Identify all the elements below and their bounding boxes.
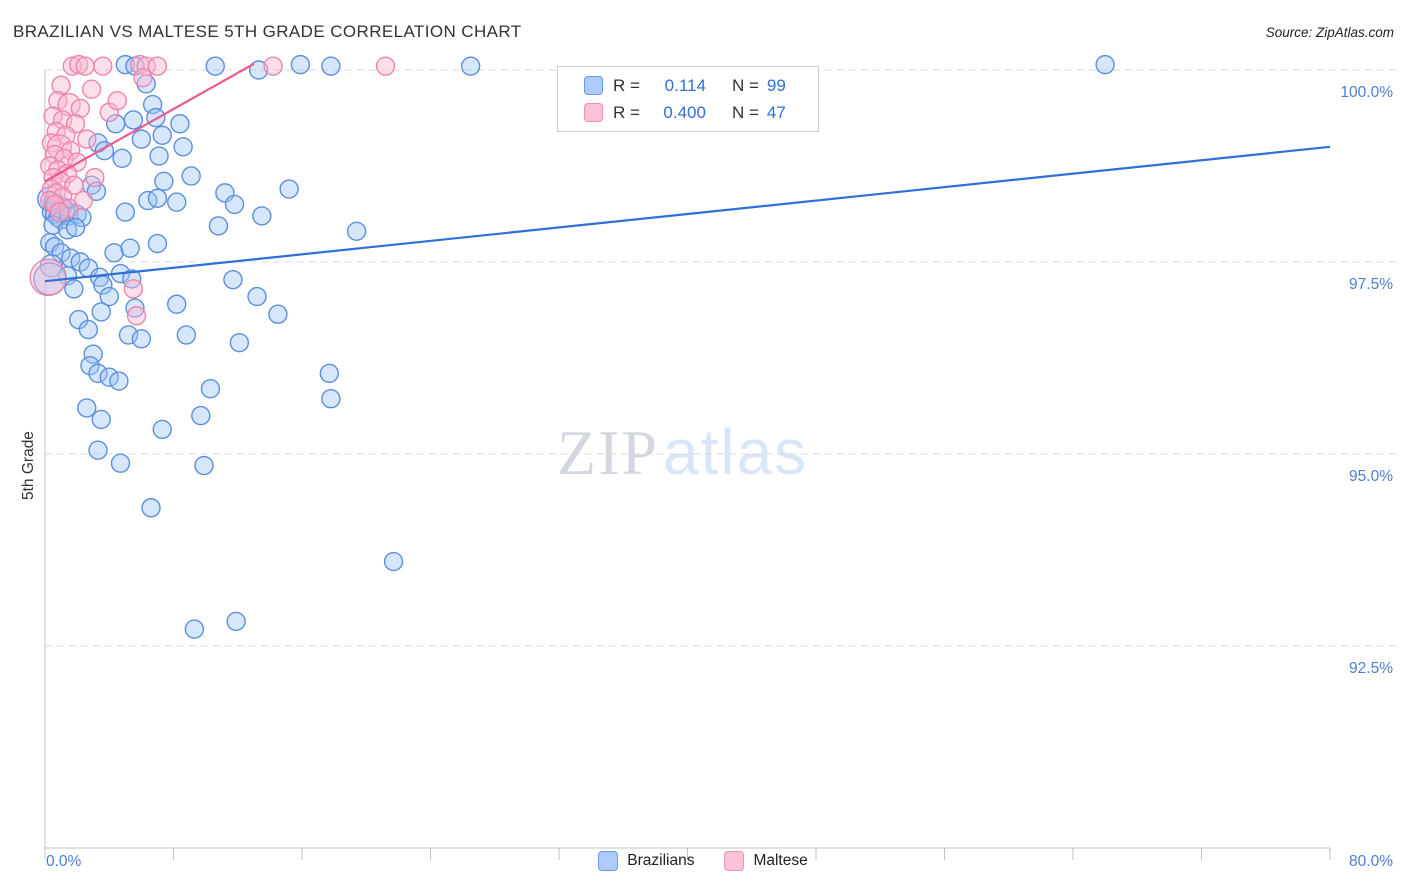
r-label: R = <box>613 102 640 122</box>
brazilians-swatch-icon <box>598 851 619 871</box>
n-label: N = <box>731 75 759 95</box>
maltese-swatch-icon <box>724 851 745 871</box>
maltese-swatch-icon <box>584 103 603 122</box>
r-value-maltese: 0.400 <box>663 102 706 122</box>
svg-text:92.5%: 92.5% <box>1349 660 1393 677</box>
legend-label-maltese: Maltese <box>753 852 808 869</box>
watermark-atlas-text: atlas <box>663 416 809 488</box>
legend-row-brazilians: R = 0.114 N = 99 <box>584 76 818 96</box>
r-value-brazilians: 0.114 <box>664 75 706 95</box>
watermark-zip-text: ZIP <box>557 417 659 488</box>
svg-text:97.5%: 97.5% <box>1349 276 1393 293</box>
source-label: Source: ZipAtlas.com <box>1265 25 1394 40</box>
legend-item-brazilians: Brazilians <box>598 851 694 871</box>
x-axis-min-label: 0.0% <box>46 853 82 870</box>
series-legend: Brazilians Maltese <box>0 851 1406 871</box>
legend-label-brazilians: Brazilians <box>627 852 695 869</box>
legend-row-maltese: R = 0.400 N = 47 <box>584 103 818 123</box>
zipatlas-watermark: ZIPatlas <box>557 415 808 490</box>
r-label: R = <box>613 75 640 95</box>
brazilians-swatch-icon <box>584 76 603 95</box>
n-label: N = <box>731 102 759 122</box>
x-axis-max-label: 80.0% <box>1349 853 1393 870</box>
n-value-brazilians: 99 <box>766 75 786 95</box>
correlation-stats-legend: R = 0.114 N = 99 R = 0.400 N = 47 <box>557 66 819 132</box>
page-title: BRAZILIAN VS MALTESE 5TH GRADE CORRELATI… <box>13 22 522 41</box>
legend-item-maltese: Maltese <box>724 851 808 871</box>
svg-text:100.0%: 100.0% <box>1340 84 1393 101</box>
svg-text:95.0%: 95.0% <box>1349 468 1393 485</box>
n-value-maltese: 47 <box>766 102 786 122</box>
